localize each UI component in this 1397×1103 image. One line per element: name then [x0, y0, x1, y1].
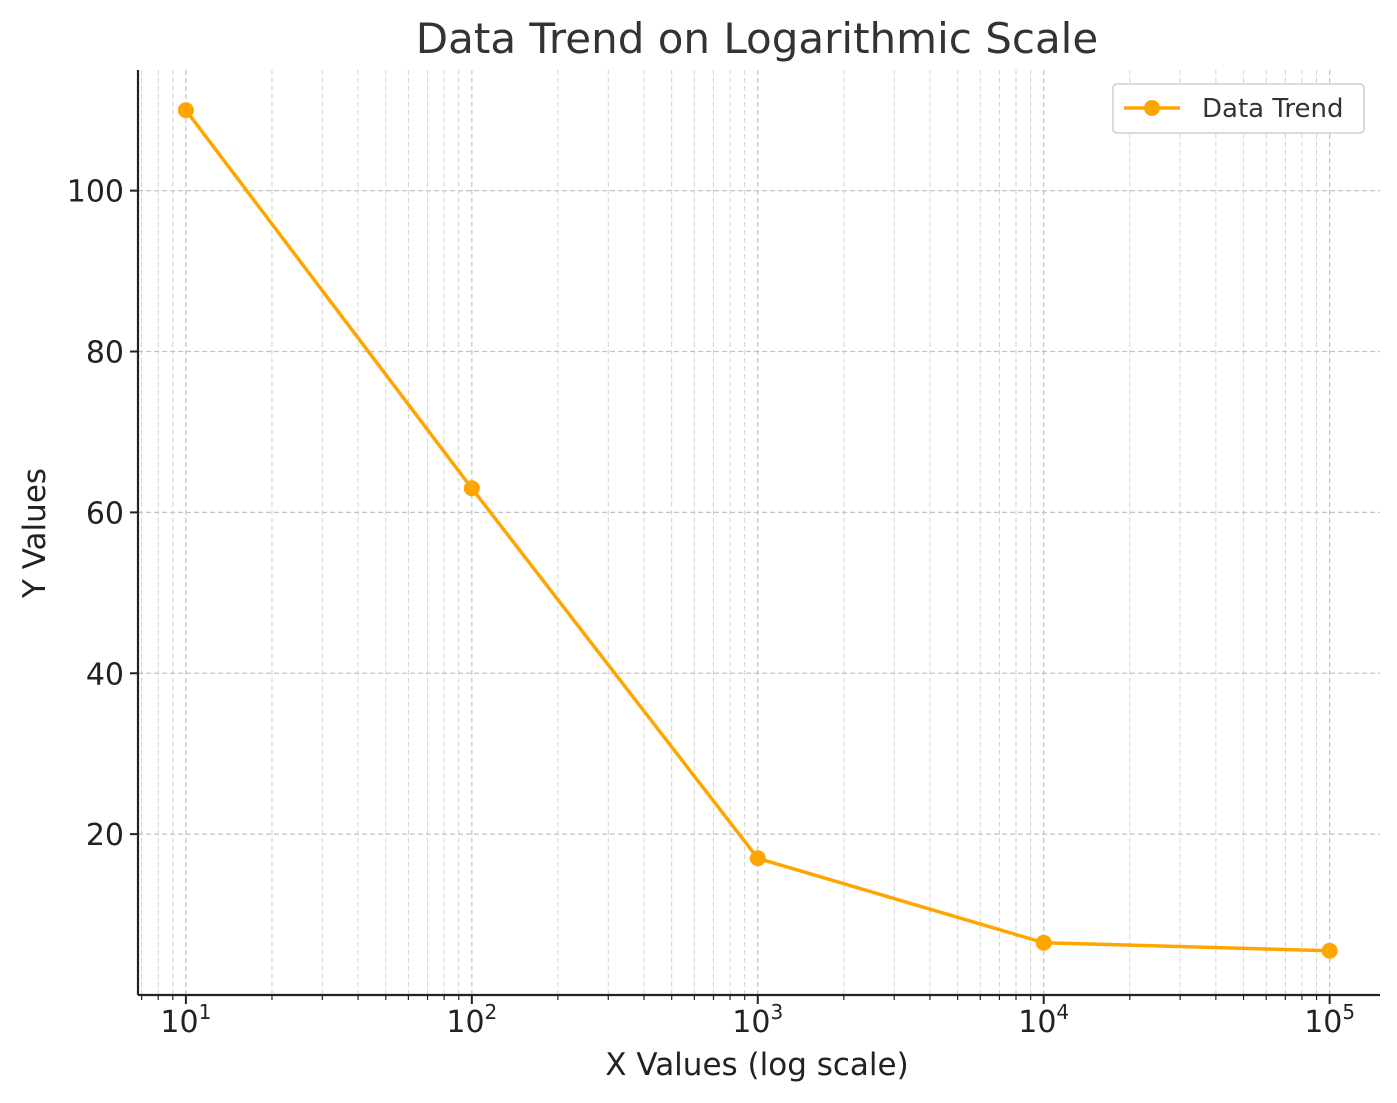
x-axis-label: X Values (log scale) [605, 1047, 908, 1083]
ticks: 20 40 60 80 100 101 102 103 104 105 [67, 175, 1355, 1040]
x-tick-label: 104 [1018, 1000, 1069, 1040]
x-tick-label: 105 [1304, 1000, 1355, 1040]
data-point [1035, 934, 1052, 951]
chart-title: Data Trend on Logarithmic Scale [416, 14, 1098, 63]
x-tick-label: 102 [446, 1000, 497, 1040]
series-layer [177, 102, 1338, 959]
y-tick-label: 40 [86, 657, 124, 692]
legend: Data Trend [1112, 83, 1365, 134]
data-point [177, 102, 194, 119]
data-point [1321, 942, 1338, 959]
data-point [749, 850, 766, 867]
x-tick-label: 101 [160, 1000, 211, 1040]
legend-box [1112, 83, 1365, 134]
legend-label: Data Trend [1202, 94, 1344, 124]
legend-marker-swatch [1144, 100, 1160, 116]
y-tick-label: 80 [86, 336, 124, 371]
y-tick-label: 100 [67, 175, 124, 210]
x-tick-label: 103 [732, 1000, 783, 1040]
axes [136, 70, 1380, 997]
y-tick-label: 60 [86, 496, 124, 531]
y-tick-label: 20 [86, 818, 124, 853]
y-axis-label: Y Values [17, 468, 53, 599]
data-point [463, 480, 480, 497]
